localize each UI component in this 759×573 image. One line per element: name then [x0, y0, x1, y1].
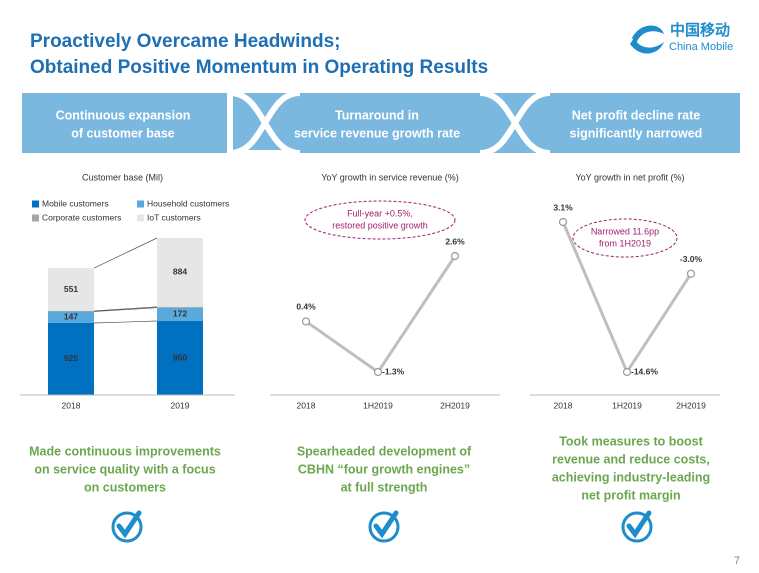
point	[558, 217, 568, 227]
connector	[93, 306, 158, 312]
x-tick-label: 1H2019	[363, 400, 393, 410]
value-label: 551	[64, 284, 78, 294]
x-tick-label: 1H2019	[612, 400, 642, 410]
logo-mark	[630, 38, 664, 54]
annotation: Narrowed 11.6pp	[591, 226, 659, 236]
value-label: -1.3%	[382, 366, 405, 376]
bar-segment	[48, 310, 94, 312]
x-tick-label: 2018	[297, 400, 316, 410]
check-icon	[621, 510, 653, 543]
point	[622, 367, 632, 377]
checkmarks	[111, 510, 653, 543]
banner-text: Turnaround in	[335, 108, 419, 122]
legend-swatch	[137, 214, 144, 222]
value-label: -3.0%	[680, 254, 703, 264]
note-text: Spearheaded development of	[297, 444, 472, 458]
point	[450, 251, 460, 261]
value-label: 147	[64, 312, 78, 322]
connector	[93, 237, 158, 269]
banner-wave	[227, 89, 301, 156]
connector	[93, 320, 158, 324]
title-line: Proactively Overcame Headwinds;	[30, 31, 340, 52]
chart-title: YoY growth in service revenue (%)	[321, 172, 459, 182]
bar-segment	[157, 238, 203, 307]
note-text: achieving industry-leading	[552, 470, 710, 484]
page-number: 7	[734, 555, 740, 567]
note-text: Took measures to boost	[559, 434, 703, 448]
chart-title: YoY growth in net profit (%)	[575, 172, 684, 182]
annotation: Full-year +0.5%,	[347, 208, 413, 218]
legend-swatch	[32, 200, 39, 208]
note-text: on service quality with a focus	[34, 462, 215, 476]
banner-wave	[479, 90, 551, 156]
x-tick-label: 2H2019	[440, 400, 470, 410]
annotation: from 1H2019	[599, 238, 651, 248]
x-tick-label: 2H2019	[676, 400, 706, 410]
x-tick-label: 2018	[62, 400, 81, 410]
value-label: -14.6%	[631, 366, 658, 376]
banner-bg	[22, 93, 740, 153]
note-text: revenue and reduce costs,	[552, 452, 710, 466]
logo-cn: 中国移动	[670, 21, 730, 39]
legend-swatch	[32, 214, 39, 222]
legend-swatch	[137, 200, 144, 208]
value-label: 2.6%	[445, 236, 465, 246]
annotation-ellipse	[572, 218, 678, 258]
bar-segment	[157, 321, 203, 395]
note-text: at full strength	[341, 480, 428, 494]
value-label: 0.4%	[296, 302, 316, 312]
value-label: 172	[173, 309, 187, 319]
annotation-ellipse	[304, 200, 456, 240]
note-text: CBHN “four growth engines”	[298, 462, 470, 476]
banner-text: significantly narrowed	[570, 126, 703, 140]
note-text: on customers	[84, 480, 166, 494]
logo-mark	[632, 25, 664, 44]
value-label: 950	[173, 352, 187, 362]
value-label: 925	[64, 353, 78, 363]
annotation: restored positive growth	[332, 220, 428, 230]
connector	[93, 307, 158, 312]
bar-segment	[48, 311, 94, 323]
banner-text: of customer base	[71, 126, 175, 140]
legend-label: Household customers	[147, 198, 229, 208]
note-text: Made continuous improvements	[29, 444, 221, 458]
legend-label: Corporate customers	[42, 212, 121, 222]
logo-en: China Mobile	[669, 41, 733, 53]
banner-band: Continuous expansion of customer base Tu…	[22, 89, 740, 156]
bar-segment	[157, 306, 203, 308]
logo: 中国移动 China Mobile	[630, 21, 733, 54]
charts: Customer base (Mil) Mobile customers House…	[20, 172, 720, 502]
check-icon	[368, 510, 400, 543]
legend-label: IoT customers	[147, 212, 201, 222]
banner-text: Continuous expansion	[56, 108, 191, 122]
point	[301, 317, 311, 326]
banner-text: Net profit decline rate	[572, 108, 701, 122]
x-tick-label: 2019	[171, 400, 190, 410]
title-line: Obtained Positive Momentum in Operating …	[30, 57, 488, 78]
x-tick-label: 2018	[554, 400, 573, 410]
bar-segment	[157, 307, 203, 322]
value-label: 3.1%	[553, 202, 573, 212]
chart-title: Customer base (Mil)	[82, 172, 163, 182]
check-icon	[111, 510, 143, 543]
point	[686, 269, 696, 278]
bar-segment	[48, 268, 94, 311]
bar-segment	[48, 322, 94, 395]
point	[373, 367, 383, 377]
note-text: net profit margin	[581, 488, 680, 502]
value-label: 884	[173, 267, 187, 277]
banner-text: service revenue growth rate	[294, 126, 460, 140]
legend-label: Mobile customers	[42, 198, 109, 208]
